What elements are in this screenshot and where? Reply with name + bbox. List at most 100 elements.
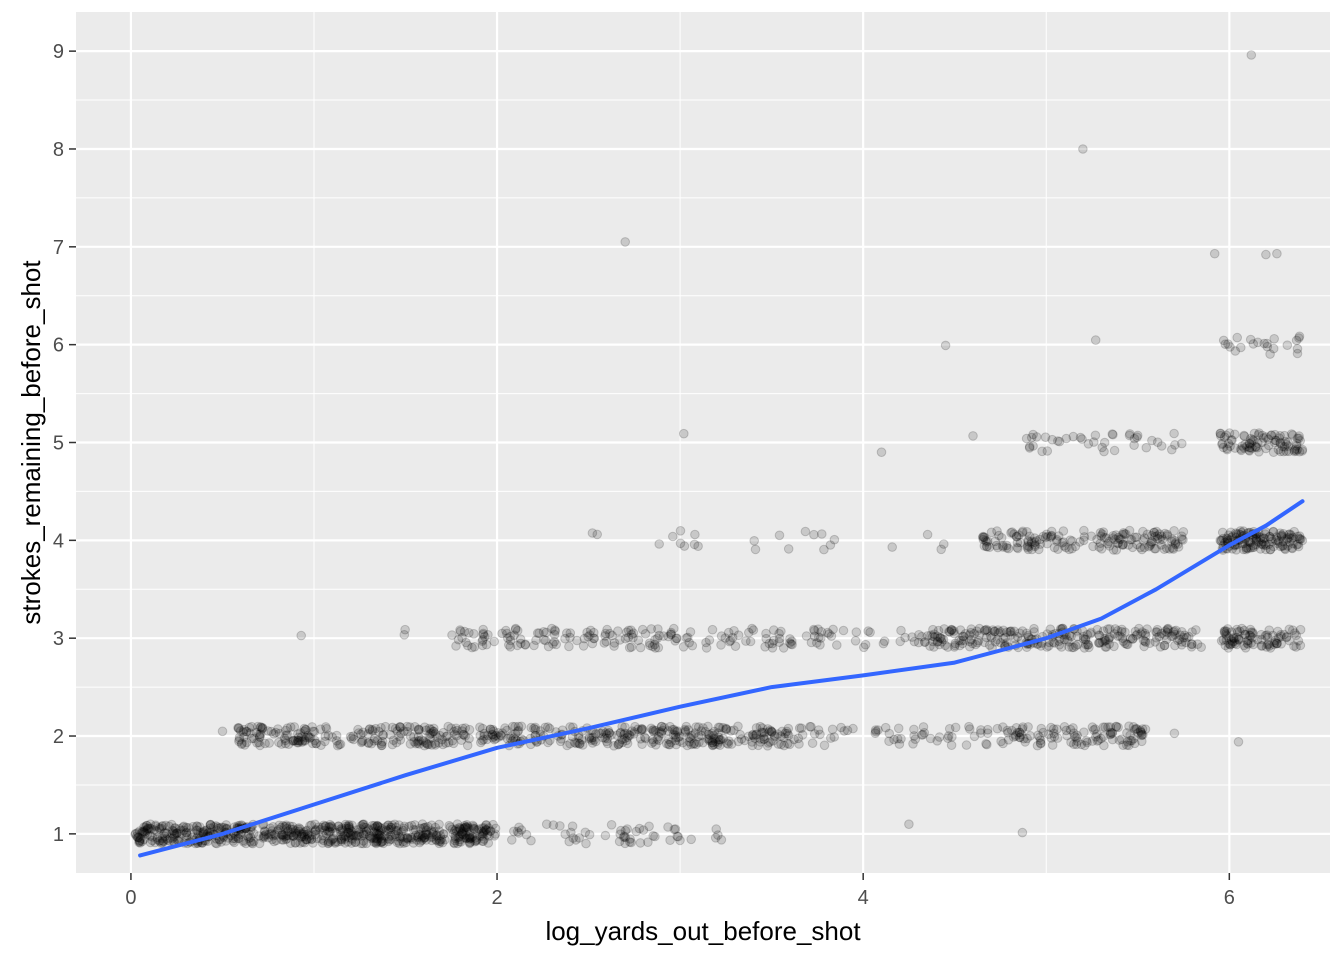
data-point — [311, 825, 321, 836]
data-point — [395, 735, 406, 745]
data-point — [470, 836, 480, 847]
data-point — [319, 825, 330, 836]
data-point — [434, 738, 444, 748]
data-point — [696, 726, 707, 736]
data-point — [130, 828, 141, 839]
data-point — [1178, 527, 1189, 537]
data-point — [310, 735, 320, 746]
data-point — [293, 737, 304, 748]
data-point — [1220, 339, 1231, 350]
data-point — [447, 735, 458, 746]
data-point — [670, 824, 681, 834]
data-point — [402, 721, 412, 732]
data-point — [458, 823, 469, 834]
data-point — [358, 819, 368, 830]
data-point — [656, 727, 667, 737]
data-point — [214, 823, 225, 833]
data-point — [703, 729, 714, 740]
data-point — [286, 827, 297, 838]
data-point — [276, 822, 286, 833]
data-point — [415, 830, 426, 840]
data-point — [317, 838, 328, 848]
data-point — [134, 832, 144, 843]
data-point — [301, 834, 311, 845]
data-point — [139, 827, 150, 837]
data-point — [370, 822, 381, 832]
data-point — [444, 820, 455, 831]
data-point — [710, 833, 721, 843]
data-point — [625, 834, 635, 844]
data-point — [212, 822, 223, 832]
data-point — [182, 830, 192, 841]
data-point — [281, 820, 292, 831]
data-point — [483, 823, 494, 833]
data-point — [615, 728, 626, 739]
data-point — [419, 740, 430, 751]
data-point — [205, 820, 216, 830]
data-point — [323, 836, 334, 847]
data-point — [321, 829, 332, 839]
data-point — [1042, 446, 1053, 456]
data-point — [1095, 528, 1106, 538]
data-point — [154, 836, 164, 846]
data-point — [459, 730, 469, 740]
data-point — [476, 737, 486, 748]
data-point — [318, 835, 329, 846]
x-tick-label: 4 — [858, 887, 869, 909]
data-point — [925, 733, 936, 744]
data-point — [296, 829, 307, 839]
data-point — [1017, 527, 1028, 538]
data-point — [293, 736, 304, 746]
data-point — [842, 725, 853, 736]
data-point — [1224, 428, 1235, 438]
data-point — [293, 735, 303, 746]
data-point — [686, 739, 697, 750]
data-point — [344, 820, 354, 830]
data-point — [1124, 721, 1134, 732]
data-point — [647, 725, 658, 735]
data-point — [1090, 335, 1101, 345]
data-point — [516, 825, 527, 835]
data-point — [478, 734, 489, 745]
data-point — [629, 729, 639, 739]
data-point — [424, 739, 434, 750]
data-point — [526, 835, 536, 846]
data-point — [256, 722, 266, 733]
data-point — [1030, 541, 1040, 552]
data-point — [141, 820, 152, 831]
data-point — [290, 838, 301, 848]
data-point — [178, 822, 188, 833]
data-point — [467, 832, 478, 842]
data-point — [387, 722, 398, 733]
data-point — [332, 740, 343, 751]
data-point — [285, 821, 295, 832]
data-point — [1261, 249, 1271, 260]
data-point — [1095, 637, 1105, 648]
data-point — [1160, 626, 1171, 636]
data-point — [391, 822, 401, 833]
data-point — [521, 829, 532, 840]
data-point — [472, 834, 482, 845]
data-point — [145, 837, 156, 848]
data-point — [294, 826, 304, 837]
data-point — [427, 728, 437, 738]
data-point — [169, 831, 179, 842]
data-point — [587, 638, 598, 649]
data-point — [311, 738, 321, 749]
data-point — [212, 838, 222, 849]
data-point — [376, 837, 387, 848]
data-point — [372, 828, 383, 839]
data-point — [673, 831, 683, 842]
data-point — [873, 725, 883, 735]
data-point — [747, 737, 757, 747]
data-point — [431, 831, 442, 841]
data-point — [321, 821, 331, 832]
data-point — [668, 730, 679, 740]
data-point — [427, 827, 438, 838]
data-point — [1232, 332, 1242, 343]
data-point — [669, 824, 680, 835]
data-point — [764, 638, 775, 649]
data-point — [305, 820, 315, 831]
data-point — [965, 641, 975, 652]
data-point — [147, 835, 158, 846]
